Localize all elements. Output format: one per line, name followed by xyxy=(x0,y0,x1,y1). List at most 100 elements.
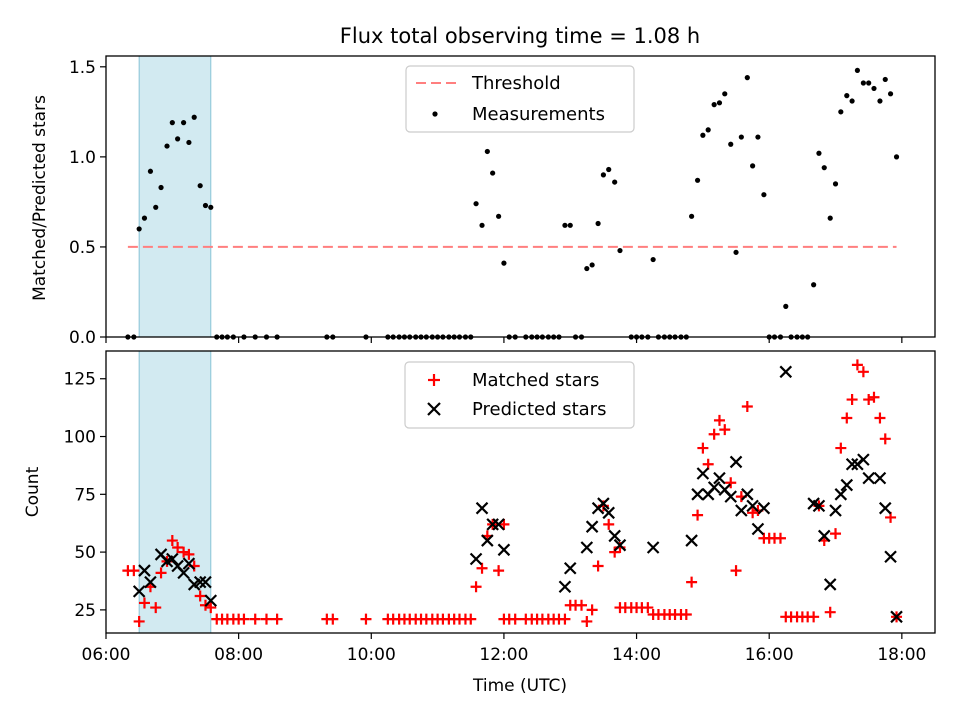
bottom-y-tick-label: 100 xyxy=(64,428,96,448)
matched-star-point xyxy=(835,442,847,454)
matched-star-point xyxy=(725,477,737,489)
predicted-star-point xyxy=(492,518,505,531)
predicted-star-point xyxy=(729,455,743,469)
matched-star-point xyxy=(470,581,482,593)
measurement-point xyxy=(716,100,723,106)
matched-star-point xyxy=(708,428,720,440)
measurement-point xyxy=(136,226,142,232)
predicted-star-point xyxy=(857,453,870,466)
matched-star-point xyxy=(509,613,521,625)
matched-star-point xyxy=(133,615,145,627)
matched-star-point xyxy=(719,424,731,436)
matched-star-point xyxy=(879,433,891,445)
predicted-star-point xyxy=(757,501,771,515)
bottom-x-tick-label: 14:00 xyxy=(612,645,661,665)
predicted-star-point xyxy=(469,552,483,566)
measurement-point xyxy=(761,192,767,198)
measurement-point xyxy=(191,114,197,120)
measurement-point xyxy=(811,282,817,288)
predicted-star-point xyxy=(585,520,599,533)
top-shaded-span xyxy=(138,55,212,338)
measurement-point xyxy=(169,120,175,126)
measurement-point xyxy=(153,204,159,210)
legend-measurements-swatch xyxy=(432,111,438,117)
predicted-star-point xyxy=(707,481,721,494)
predicted-star-point xyxy=(138,564,151,577)
bottom-x-tick-label: 18:00 xyxy=(877,645,926,665)
matched-star-point xyxy=(128,565,140,577)
matched-star-point xyxy=(138,597,150,609)
matched-star-point xyxy=(178,546,190,558)
top-y-tick-label: 1.0 xyxy=(69,148,96,168)
matched-star-point xyxy=(697,442,709,454)
matched-star-point xyxy=(592,560,604,572)
predicted-star-point xyxy=(166,552,179,566)
matched-star-point xyxy=(603,518,615,530)
predicted-star-point xyxy=(685,534,698,547)
bottom-axes-frame xyxy=(105,350,936,634)
top-legend-box xyxy=(405,65,635,133)
measurement-point xyxy=(838,109,844,115)
measurement-point xyxy=(164,143,170,149)
matched-star-point xyxy=(868,391,880,403)
top-legend: Threshold Measurements xyxy=(405,65,635,133)
matched-star-point xyxy=(194,590,206,602)
matched-star-point xyxy=(846,394,858,406)
top-y-tick-label: 0.0 xyxy=(69,328,96,348)
predicted-star-point xyxy=(878,501,892,515)
measurement-point xyxy=(728,141,734,147)
matched-star-point xyxy=(166,535,178,547)
predicted-star-point xyxy=(779,365,793,379)
matched-star-point xyxy=(559,613,571,625)
bottom-x-ticks: 06:00 08:00 10:00 12:00 14:00 16:00 18:00 xyxy=(82,633,926,665)
matched-star-point xyxy=(249,613,261,625)
measurement-point xyxy=(501,260,507,266)
matched-star-point xyxy=(747,507,759,519)
measurement-point xyxy=(589,262,595,268)
measurement-point xyxy=(197,183,203,189)
measurement-point xyxy=(617,247,623,254)
legend-predicted-label: Predicted stars xyxy=(472,399,606,420)
bottom-panel: 25 50 75 100 125 06:00 08:00 10:00 12:00 14:00 16… xyxy=(23,350,936,696)
measurement-point xyxy=(141,215,148,221)
predicted-star-point xyxy=(823,578,837,591)
matched-star-point xyxy=(586,604,598,616)
predicted-star-point xyxy=(597,497,610,510)
measurement-point xyxy=(877,98,883,104)
top-y-tick-label: 1.5 xyxy=(69,58,96,78)
predicted-star-point xyxy=(481,534,494,547)
predicted-star-point xyxy=(845,457,859,471)
predicted-star-point xyxy=(558,580,572,594)
bottom-y-tick-label: 50 xyxy=(74,543,96,563)
predicted-star-point xyxy=(475,501,489,515)
matched-star-point xyxy=(686,576,698,588)
predicted-star-point xyxy=(884,550,897,563)
matched-star-point xyxy=(465,613,477,625)
top-y-ticks: 0.0 0.5 1.0 1.5 xyxy=(69,58,106,348)
predicted-star-point xyxy=(724,490,738,503)
legend-matched-swatch xyxy=(428,374,440,386)
measurement-point xyxy=(147,168,154,174)
measurement-point xyxy=(711,102,717,108)
predicted-star-point xyxy=(144,575,157,589)
measurement-point xyxy=(821,165,827,171)
matched-star-point xyxy=(692,509,704,521)
matched-star-point xyxy=(581,615,593,627)
predicted-star-point xyxy=(691,488,704,501)
legend-matched-label: Matched stars xyxy=(472,370,599,391)
predicted-star-point xyxy=(613,538,627,552)
bottom-y-tick-label: 75 xyxy=(74,485,96,505)
predicted-star-point xyxy=(713,471,726,485)
matched-star-point xyxy=(183,548,195,560)
predicted-star-point xyxy=(873,471,887,485)
predicted-star-point xyxy=(177,566,190,580)
legend-threshold-label: Threshold xyxy=(471,73,561,94)
predicted-star-point xyxy=(182,557,196,570)
matched-star-point xyxy=(713,414,725,426)
matched-star-point xyxy=(857,366,869,378)
top-y-tick-label: 0.5 xyxy=(69,238,96,258)
measurement-point xyxy=(733,249,739,255)
measurement-point xyxy=(832,181,839,187)
predicted-star-point xyxy=(608,529,621,543)
